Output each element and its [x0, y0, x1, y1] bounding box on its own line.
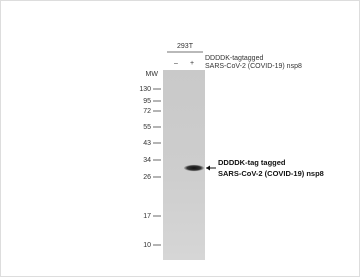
band	[184, 165, 204, 171]
marker-label: 43	[143, 140, 151, 147]
lane-sign: +	[190, 60, 194, 67]
cell-line: 293T	[177, 43, 194, 50]
marker-label: 26	[143, 174, 151, 181]
marker-label: 55	[143, 124, 151, 131]
mw-label: MW	[146, 71, 159, 78]
marker-label: 72	[143, 108, 151, 115]
lane-label: SARS-CoV-2 (COVID-19) nsp8	[205, 63, 302, 70]
lane-sign: –	[174, 60, 178, 67]
annotation: SARS-CoV-2 (COVID-19) nsp8	[218, 169, 324, 178]
marker-label: 10	[143, 242, 151, 249]
lane-label: DDDDK-tagtagged	[205, 55, 263, 62]
marker-label: 17	[143, 213, 151, 220]
marker-label: 130	[139, 86, 151, 93]
marker-label: 95	[143, 98, 151, 105]
annotation: DDDDK-tag tagged	[218, 158, 286, 167]
marker-label: 34	[143, 157, 151, 164]
figure: 293T – + DDDDK-tagtagged SARS-CoV-2 (COV…	[0, 0, 360, 277]
blot	[163, 70, 205, 260]
